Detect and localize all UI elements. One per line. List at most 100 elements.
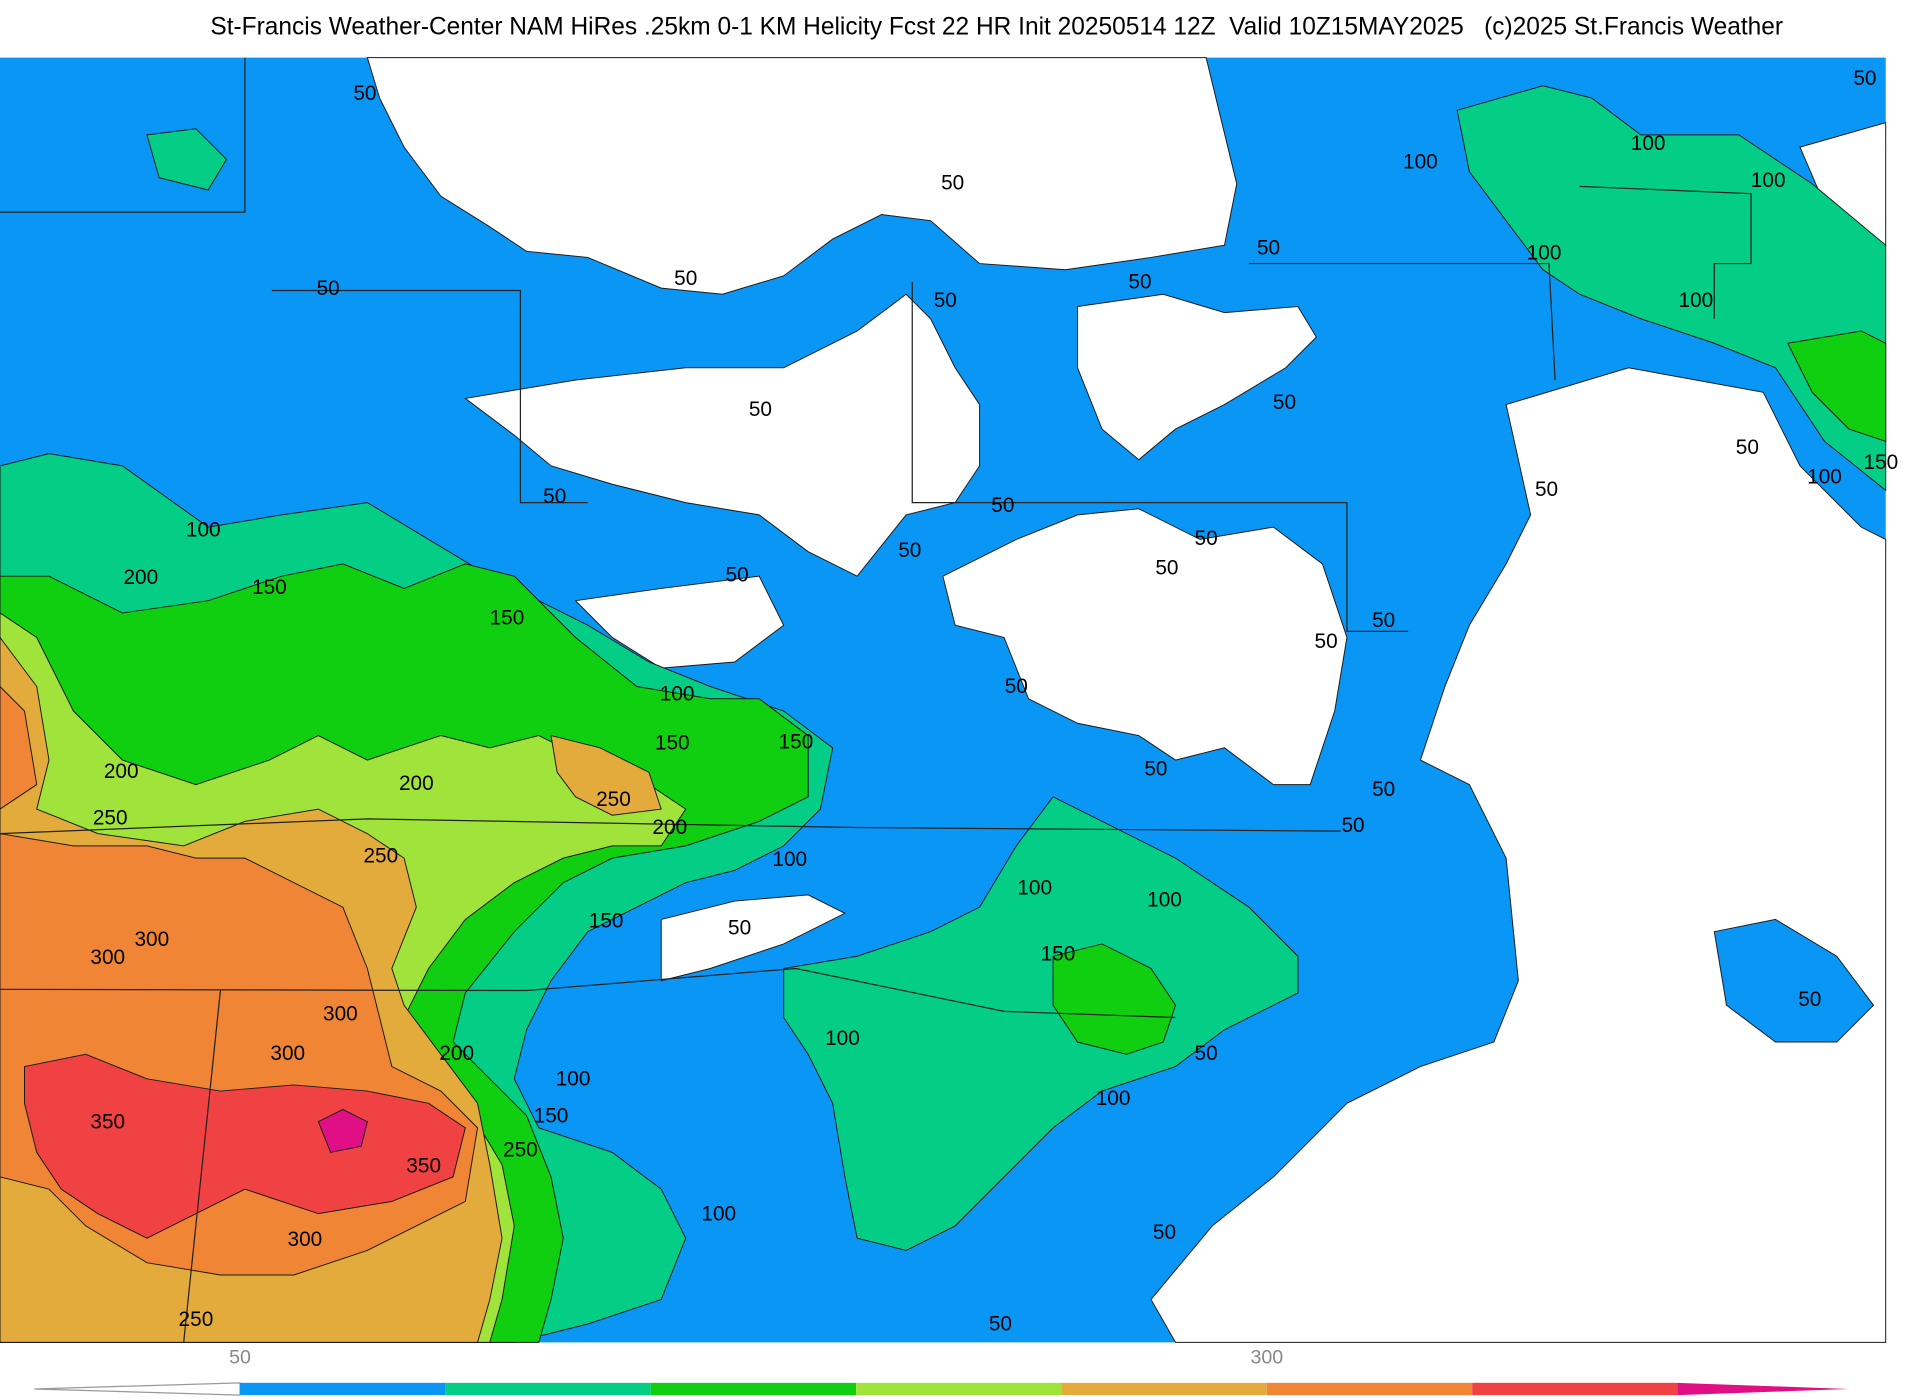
contour-label: 100 <box>186 518 221 541</box>
contour-label: 300 <box>90 946 125 969</box>
contour-label: 50 <box>1273 391 1296 414</box>
contour-label: 50 <box>934 289 957 312</box>
low-value-area <box>942 508 1348 786</box>
contour-label: 100 <box>825 1027 860 1050</box>
contour-label: 50 <box>1535 478 1558 501</box>
helicity-area <box>783 796 1299 1251</box>
contour-label: 100 <box>1751 169 1786 192</box>
contour-label: 50 <box>1005 675 1028 698</box>
contour-label: 50 <box>989 1313 1012 1336</box>
contour-label: 300 <box>134 928 169 951</box>
contour-label: 100 <box>1527 241 1562 264</box>
contour-label: 150 <box>1041 942 1076 965</box>
contour-label: 50 <box>1736 436 1759 459</box>
contour-label: 50 <box>898 539 921 562</box>
contour-labels: 50 50 100 100 100 50 100 50 100 50 50 50 50 50 50 50 100… <box>90 67 1898 1336</box>
contour-label: 300 <box>323 1003 358 1026</box>
contour-label: 50 <box>991 494 1014 517</box>
low-value-area <box>464 293 981 577</box>
map <box>0 57 1887 1343</box>
helicity-area <box>1713 918 1875 1043</box>
low-value-area <box>574 575 785 669</box>
contour-label: 250 <box>179 1308 214 1331</box>
contour-label: 200 <box>123 566 158 589</box>
colorbar-segment <box>650 1382 857 1396</box>
state-borders <box>0 57 1752 1343</box>
low-value-area <box>366 57 1238 295</box>
contour-label: 50 <box>1372 609 1395 632</box>
colorbar-segment <box>1266 1382 1473 1396</box>
contour-label: 50 <box>1144 757 1167 780</box>
contour-label: 50 <box>728 917 751 940</box>
contour-label: 250 <box>93 806 128 829</box>
contour-label: 100 <box>1679 289 1714 312</box>
contour-label: 100 <box>772 848 807 871</box>
contour-label: 100 <box>556 1068 591 1091</box>
colorbar-high-end <box>1677 1382 1849 1396</box>
contour-label: 50 <box>726 564 749 587</box>
contour-label: 350 <box>90 1110 125 1133</box>
contour-label: 150 <box>1863 451 1898 474</box>
colorbar-segment <box>856 1382 1062 1396</box>
contour-label: 50 <box>1315 630 1338 653</box>
contour-label: 50 <box>1128 271 1151 294</box>
helicity-area <box>146 128 228 191</box>
contour-label: 150 <box>655 732 690 755</box>
contour-label: 350 <box>406 1155 441 1178</box>
contour-label: 250 <box>596 788 631 811</box>
contour-label: 50 <box>317 277 340 300</box>
colorbar-low-end <box>34 1382 241 1396</box>
contour-label: 50 <box>674 267 697 290</box>
colorbar-segment <box>240 1382 446 1396</box>
contour-label: 100 <box>701 1202 736 1225</box>
contour-label: 50 <box>543 485 566 508</box>
contour-label: 250 <box>363 844 398 867</box>
contour-label: 100 <box>1017 876 1052 899</box>
helicity-area <box>0 685 38 810</box>
colorbar-tick-label: 50 <box>229 1346 251 1368</box>
helicity-area <box>24 1053 466 1239</box>
colorbar-segment <box>445 1382 651 1396</box>
low-value-area <box>1077 293 1317 461</box>
colorbar-tick-label: 300 <box>1250 1346 1283 1368</box>
contour-label: 100 <box>1631 132 1666 155</box>
contour-label: 50 <box>1853 67 1876 90</box>
colorbar-segment <box>1061 1382 1267 1396</box>
map-title: St-Francis Weather-Center NAM HiRes .25k… <box>210 13 1783 40</box>
contour-label: 300 <box>288 1228 323 1251</box>
contour-label: 300 <box>270 1042 305 1065</box>
contour-label: 100 <box>1403 151 1438 174</box>
contour-label: 100 <box>1096 1087 1131 1110</box>
helicity-area <box>317 1108 368 1153</box>
contour-label: 250 <box>503 1139 538 1162</box>
helicity-area <box>1456 85 1887 492</box>
helicity-area <box>1052 943 1177 1055</box>
contour-label: 100 <box>660 683 695 706</box>
contour-label: 100 <box>1807 466 1842 489</box>
contour-label: 50 <box>1155 556 1178 579</box>
contour-label: 50 <box>1341 814 1364 837</box>
colorbar-segment <box>1472 1382 1678 1396</box>
contour-label: 50 <box>1257 236 1280 259</box>
low-value-area <box>1150 367 1887 1343</box>
contour-label: 200 <box>104 760 139 783</box>
helicity-area <box>550 734 662 816</box>
contour-label: 50 <box>1195 527 1218 550</box>
contour-label: 50 <box>749 398 772 421</box>
contour-label: 200 <box>439 1042 474 1065</box>
contour-label: 100 <box>1147 889 1182 912</box>
contour-label: 50 <box>941 171 964 194</box>
contour-label: 150 <box>490 607 525 630</box>
contour-label: 50 <box>1153 1221 1176 1244</box>
contour-label: 150 <box>779 730 814 753</box>
contour-label: 50 <box>353 82 376 105</box>
contour-label: 200 <box>399 772 434 795</box>
contour-label: 50 <box>1798 988 1821 1011</box>
contour-label: 200 <box>652 816 687 839</box>
helicity-area <box>1787 330 1887 443</box>
contour-label: 150 <box>589 909 624 932</box>
contour-label: 50 <box>1195 1042 1218 1065</box>
colorbar: 50 300 <box>34 1346 1849 1396</box>
contour-label: 50 <box>1372 778 1395 801</box>
